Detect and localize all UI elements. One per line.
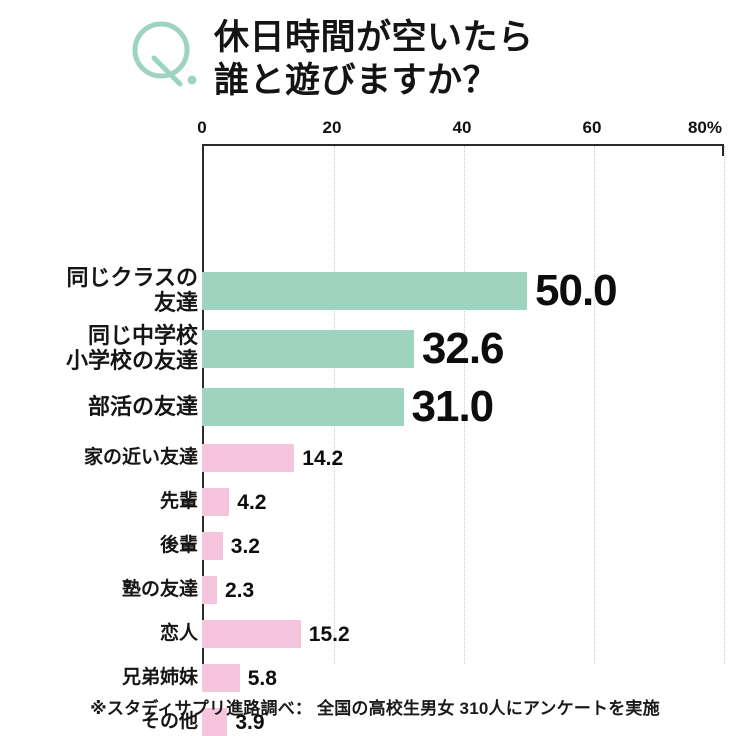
bar-value-label: 3.2	[230, 534, 260, 558]
bar-value-label: 31.0	[411, 382, 495, 431]
bar-rows: 同じクラスの 友達 50.0 同じ中学校 小学校の友達 32.6 部活の友達 31.0 家の…	[0, 262, 750, 736]
bar-category-label: 後輩	[159, 535, 198, 557]
bar-and-value: 5.8	[202, 664, 277, 692]
bar-category-label: 家の近い友達	[83, 447, 198, 469]
bar-category-label: 同じ中学校 小学校の友達	[65, 323, 198, 373]
x-axis-tick-60: 60	[582, 118, 602, 137]
title-line-1: 休日時間が空いたら	[214, 18, 534, 57]
bar-value-label: 4.2	[237, 490, 267, 514]
bar-category-label: 恋人	[159, 623, 198, 645]
bar-row: 後輩 3.2	[0, 524, 750, 568]
bar	[202, 620, 301, 648]
bar-row: 同じ中学校 小学校の友達 32.6	[0, 320, 750, 378]
bar-row: 塾の友達 2.3	[0, 568, 750, 612]
bar-value-label: 15.2	[308, 622, 350, 646]
bar	[202, 708, 228, 736]
header: 休日時間が空いたら 誰と遊びますか？	[0, 0, 750, 118]
bar-and-value: 2.3	[202, 576, 254, 604]
bar-value-label: 32.6	[421, 324, 505, 373]
bar	[202, 388, 404, 426]
bar-row: 兄弟姉妹 5.8	[0, 656, 750, 700]
bar	[202, 272, 527, 310]
bar-chart: 0 20 40 60 80% 同じクラスの 友達 50.0 同じ中学校 小学校の友達 32.6…	[0, 118, 750, 736]
bar	[202, 664, 240, 692]
x-axis-tick-80: 80%	[687, 118, 722, 137]
bar-value-label: 3.9	[235, 710, 265, 734]
page-title: 休日時間が空いたら 誰と遊びますか？	[214, 14, 534, 102]
bar-category-label: その他	[140, 711, 198, 733]
bar-and-value: 3.9	[202, 708, 265, 736]
bar-category-label: 部活の友達	[87, 393, 198, 419]
bar-category-label: 兄弟姉妹	[121, 667, 198, 689]
bar	[202, 444, 295, 472]
bar-row: 家の近い友達 14.2	[0, 436, 750, 480]
bar-category-label: 塾の友達	[121, 579, 198, 601]
bar	[202, 488, 230, 516]
bar-value-label: 14.2	[302, 446, 344, 470]
x-axis-tick-40: 40	[452, 118, 472, 137]
source-note: ※スタディサプリ進路調べ： 全国の高校生男女 310人にアンケートを実施	[90, 699, 660, 718]
bar-and-value: 31.0	[202, 382, 495, 431]
question-mark-logo	[128, 16, 206, 96]
bar	[202, 576, 217, 604]
gridline-80	[724, 146, 725, 664]
bar-row: 恋人 15.2	[0, 612, 750, 656]
bar-and-value: 14.2	[202, 444, 343, 472]
bar	[202, 532, 223, 560]
bar-value-label: 50.0	[535, 266, 618, 315]
bar-value-label: 5.8	[247, 666, 277, 690]
bar-row: その他 3.9	[0, 700, 750, 736]
bar-and-value: 50.0	[202, 266, 618, 315]
bar-row: 部活の友達 31.0	[0, 378, 750, 436]
bar-and-value: 3.2	[202, 532, 260, 560]
bar-value-label: 2.3	[224, 578, 255, 602]
bar	[202, 330, 414, 368]
gridline-40	[464, 146, 465, 664]
bar-and-value: 4.2	[202, 488, 267, 516]
x-axis-tick-0: 0	[197, 118, 207, 137]
title-line-2: 誰と遊びますか？	[214, 61, 499, 100]
bar-category-label: 先輩	[159, 491, 198, 513]
bar-and-value: 15.2	[202, 620, 350, 648]
gridline-60	[594, 146, 595, 664]
bar-row: 先輩 4.2	[0, 480, 750, 524]
bar-row: 同じクラスの 友達 50.0	[0, 262, 750, 320]
x-axis-tick-labels: 0 20 40 60 80%	[0, 118, 750, 144]
bar-category-label: 同じクラスの 友達	[66, 265, 198, 315]
x-axis-tick-20: 20	[322, 118, 342, 137]
bar-and-value: 32.6	[202, 324, 505, 373]
axis-right-cap	[722, 144, 724, 156]
